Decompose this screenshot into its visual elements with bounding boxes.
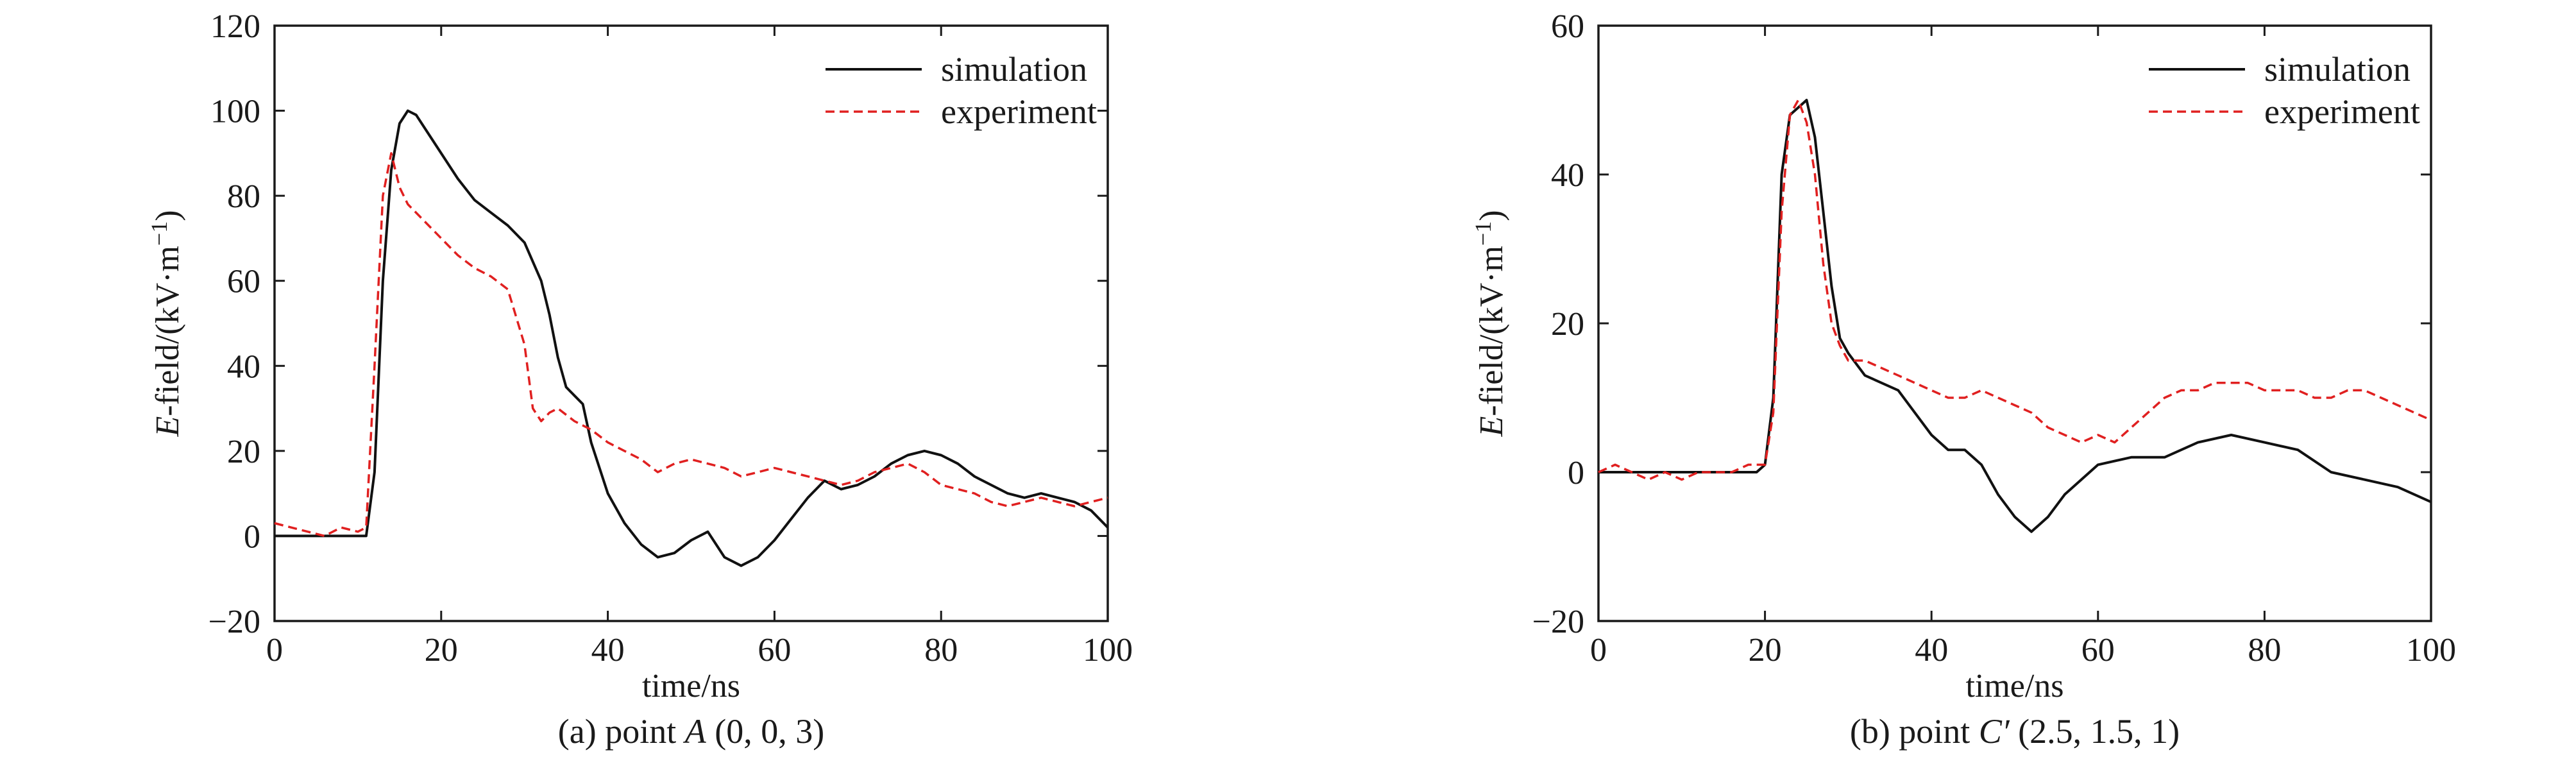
- plot-frame: [273, 24, 1109, 622]
- y-axis-title: E-field/(kV·m−1): [1470, 210, 1510, 437]
- y-tick-label: 120: [210, 8, 260, 45]
- legend-label-experiment: experiment: [2264, 92, 2420, 131]
- series-line-experiment: [1598, 99, 2432, 481]
- x-tick-label: 0: [266, 632, 283, 668]
- panel-caption: (a) point A (0, 0, 3): [558, 712, 824, 751]
- y-axis-title-close: ): [1473, 210, 1510, 221]
- x-tick-label: 80: [2248, 632, 2281, 668]
- caption-prefix: (b) point: [1850, 712, 1979, 751]
- y-axis-title-text: -field/(kV·m: [149, 246, 186, 416]
- y-axis-title-text: -field/(kV·m: [1473, 246, 1510, 416]
- y-axis-title-close: ): [149, 210, 186, 221]
- y-tick-label: 0: [244, 518, 260, 555]
- caption-suffix: (0, 0, 3): [706, 712, 824, 751]
- series-line-simulation: [1598, 99, 2432, 533]
- y-tick-label: 40: [227, 348, 260, 385]
- y-tick-label: 20: [227, 434, 260, 470]
- legend-label-experiment: experiment: [941, 92, 1097, 131]
- chart-panel-a: 0 20 40 60 80 100−20020406080100120simulation…: [146, 8, 1133, 751]
- x-tick-label: 100: [1083, 632, 1133, 668]
- y-tick-label: 60: [227, 264, 260, 300]
- x-tick-label: 0: [1590, 632, 1607, 668]
- legend-label-simulation: simulation: [2264, 50, 2411, 89]
- x-tick-label: 100: [2406, 632, 2456, 668]
- x-tick-label: 60: [758, 632, 791, 668]
- y-axis-title-superscript: −1: [1470, 221, 1496, 246]
- x-tick-label: 20: [425, 632, 458, 668]
- y-axis-title-italic: E: [149, 416, 186, 438]
- x-tick-label: 60: [2081, 632, 2115, 668]
- y-axis-title-superscript: −1: [146, 221, 172, 246]
- x-axis-title: time/ns: [1965, 668, 2063, 704]
- y-axis-title: E-field/(kV·m−1): [146, 210, 186, 437]
- x-tick-label: 20: [1749, 632, 1782, 668]
- y-tick-label: 100: [210, 94, 260, 130]
- series-line-experiment: [274, 152, 1108, 538]
- x-tick-label: 40: [1915, 632, 1948, 668]
- x-tick-label: 40: [591, 632, 625, 668]
- caption-point: C′: [1979, 712, 2010, 751]
- y-tick-label: −20: [1532, 604, 1584, 640]
- y-tick-label: 60: [1551, 8, 1584, 45]
- x-tick-label: 80: [924, 632, 958, 668]
- caption-prefix: (a) point: [558, 712, 685, 751]
- caption-suffix: (2.5, 1.5, 1): [2010, 712, 2180, 751]
- series-line-simulation: [275, 109, 1109, 567]
- panel-caption: (b) point C′ (2.5, 1.5, 1): [1850, 712, 2180, 751]
- y-tick-label: 0: [1568, 455, 1584, 491]
- y-tick-label: 20: [1551, 306, 1584, 343]
- y-tick-label: −20: [208, 604, 260, 640]
- y-axis-title-italic: E: [1473, 416, 1510, 438]
- caption-point: A: [683, 712, 707, 751]
- y-tick-label: 80: [227, 178, 260, 215]
- chart-panel-b: 0 20 40 60 80 100−200204060simulationexperime…: [1470, 8, 2456, 751]
- x-axis-title: time/ns: [642, 668, 740, 704]
- y-tick-label: 40: [1551, 157, 1584, 194]
- legend-label-simulation: simulation: [941, 50, 1087, 89]
